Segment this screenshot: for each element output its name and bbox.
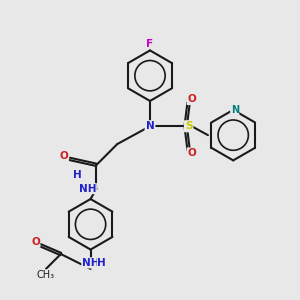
Text: N: N [146,121,154,131]
Text: N: N [231,105,239,115]
Text: NH: NH [79,184,96,194]
Text: H: H [98,258,106,268]
Text: O: O [59,151,68,161]
Text: NH: NH [82,258,99,268]
Text: O: O [187,94,196,104]
Text: S: S [185,121,192,131]
Text: F: F [146,39,154,49]
Text: O: O [31,237,40,247]
Text: H: H [73,170,82,180]
Text: CH₃: CH₃ [37,270,55,280]
Text: O: O [187,148,196,158]
